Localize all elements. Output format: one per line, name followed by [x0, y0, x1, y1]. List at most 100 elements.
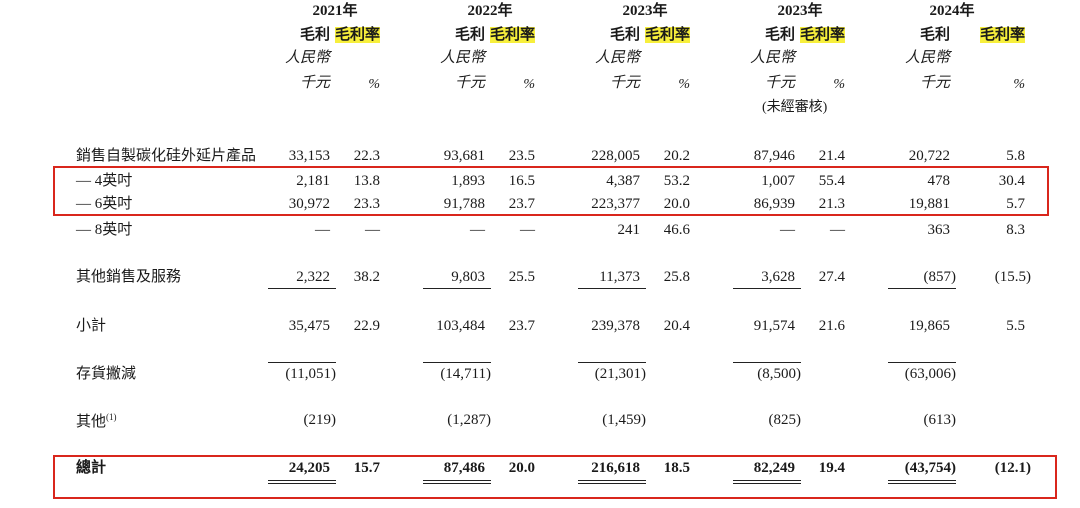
gross-margin-highlight: 毛利率 [489, 27, 535, 43]
unaudited-note: (未經審核) [762, 100, 828, 115]
gross-margin-cell: — [830, 222, 845, 238]
currency-label: 人民幣 [284, 50, 330, 66]
gross-profit-cell: 19,881 [908, 196, 950, 212]
gross-margin-cell: 16.5 [508, 173, 535, 189]
row-label-text: — 8英吋 [76, 222, 133, 238]
gross-margin-cell: 21.3 [818, 196, 845, 212]
row-label-text: 小計 [76, 318, 107, 334]
total-double-rule [888, 480, 956, 484]
row-label: 銷售自製碳化硅外延片產品 [76, 149, 256, 164]
row-label-text: 總計 [76, 460, 107, 476]
highlight-box [53, 166, 1049, 216]
unit-percent: % [523, 77, 535, 92]
currency-label: 人民幣 [439, 50, 485, 66]
gross-margin-cell: 19.4 [818, 460, 845, 476]
gross-margin-cell: 38.2 [353, 269, 380, 285]
gross-margin-cell: 8.3 [1006, 222, 1025, 238]
gross-profit-cell: 9,803 [451, 269, 485, 285]
gross-margin-highlight: 毛利率 [644, 27, 690, 43]
gross-profit-cell: 82,249 [753, 460, 795, 476]
row-label-text: 存貨撇減 [76, 366, 137, 382]
unit-thousand: 千元 [454, 75, 485, 91]
gross-margin-cell: 23.3 [353, 196, 380, 212]
gross-profit-cell: 478 [927, 173, 951, 189]
gross-profit-header: 毛利 [299, 27, 330, 43]
gross-margin-cell: 27.4 [818, 269, 845, 285]
gross-profit-header: 毛利 [764, 27, 795, 43]
gross-margin-highlight: 毛利率 [799, 27, 845, 43]
gross-profit-cell: — [470, 222, 485, 238]
gross-margin-cell: 20.0 [663, 196, 690, 212]
unit-percent: % [368, 77, 380, 92]
gross-profit-cell: 91,574 [753, 318, 795, 334]
unit-percent: % [678, 77, 690, 92]
total-double-rule [578, 480, 646, 484]
total-double-rule [733, 480, 801, 484]
row-label-text: 銷售自製碳化硅外延片產品 [76, 148, 257, 164]
gross-profit-cell: 2,322 [296, 269, 330, 285]
gross-margin-cell: 5.8 [1006, 148, 1025, 164]
subtotal-rule [888, 288, 956, 289]
row-label-text: — 4英吋 [76, 173, 133, 189]
gross-margin-cell: 13.8 [353, 173, 380, 189]
subtotal-rule [733, 362, 801, 363]
row-label: — 6英吋 [76, 197, 132, 212]
gross-margin-header: 毛利率 [977, 27, 1025, 43]
row-label: 小計 [76, 319, 106, 334]
gross-margin-cell: 18.5 [663, 460, 690, 476]
row-label: 存貨撇減 [76, 367, 136, 382]
total-double-rule [268, 480, 336, 484]
gross-profit-cell: (857) [923, 269, 957, 285]
row-label: 其他(1) [76, 413, 117, 430]
currency-label: 人民幣 [594, 50, 640, 66]
gross-margin-header: 毛利率 [332, 27, 380, 43]
gross-margin-header: 毛利率 [797, 27, 845, 43]
gross-profit-cell: (63,006) [904, 366, 956, 382]
year-header: 2021年 [312, 3, 358, 19]
gross-profit-cell: (219) [303, 412, 337, 428]
gross-profit-cell: 103,484 [436, 318, 485, 334]
gross-profit-cell: 35,475 [288, 318, 330, 334]
year-header: 2023年 [622, 3, 668, 19]
row-label: — 4英吋 [76, 174, 132, 189]
subtotal-rule [268, 288, 336, 289]
gross-margin-cell: 53.2 [663, 173, 690, 189]
gross-margin-cell: 20.0 [508, 460, 535, 476]
total-double-rule [423, 480, 491, 484]
gross-margin-cell: 5.5 [1006, 318, 1025, 334]
gross-profit-cell: (21,301) [594, 366, 646, 382]
gross-profit-header: 毛利 [454, 27, 485, 43]
gross-margin-header: 毛利率 [487, 27, 535, 43]
gross-profit-cell: 93,681 [443, 148, 485, 164]
gross-margin-header: 毛利率 [642, 27, 690, 43]
unit-percent: % [1013, 77, 1025, 92]
gross-margin-cell: 21.6 [818, 318, 845, 334]
gross-margin-cell: 22.9 [353, 318, 380, 334]
gross-profit-cell: (613) [923, 412, 957, 428]
gross-profit-cell: 2,181 [296, 173, 330, 189]
gross-profit-cell: (8,500) [757, 366, 801, 382]
gross-margin-cell: 23.5 [508, 148, 535, 164]
row-label: 其他銷售及服務 [76, 270, 181, 285]
gross-profit-cell: 30,972 [288, 196, 330, 212]
gross-margin-cell: 20.2 [663, 148, 690, 164]
year-header: 2024年 [929, 3, 975, 19]
gross-profit-cell: 33,153 [288, 148, 330, 164]
gross-margin-cell: 15.7 [353, 460, 380, 476]
gross-profit-cell: (1,459) [602, 412, 646, 428]
unit-thousand: 千元 [764, 75, 795, 91]
gross-margin-cell: — [520, 222, 535, 238]
unit-thousand: 千元 [609, 75, 640, 91]
subtotal-rule [423, 288, 491, 289]
gross-profit-cell: — [315, 222, 330, 238]
gross-profit-cell: 241 [617, 222, 641, 238]
subtotal-rule [733, 288, 801, 289]
gross-margin-cell: 25.5 [508, 269, 535, 285]
gross-margin-cell: 55.4 [818, 173, 845, 189]
gross-profit-cell: 87,946 [753, 148, 795, 164]
gross-profit-cell: 363 [927, 222, 951, 238]
gross-margin-highlight: 毛利率 [979, 27, 1025, 43]
gross-profit-cell: — [780, 222, 795, 238]
subtotal-rule [268, 362, 336, 363]
year-header: 2022年 [467, 3, 513, 19]
